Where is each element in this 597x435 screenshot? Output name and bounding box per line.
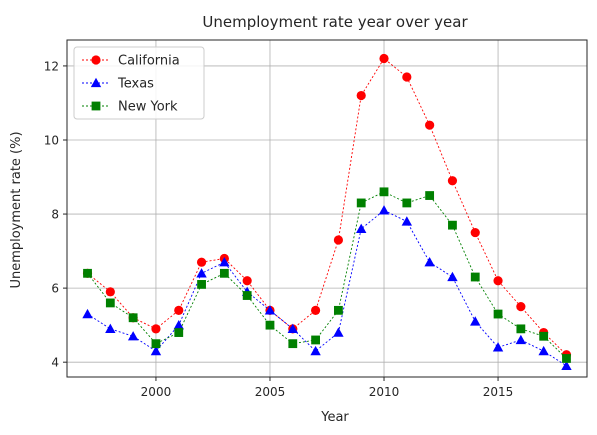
data-point-california xyxy=(151,324,161,334)
data-point-new-york xyxy=(128,313,138,323)
data-point-california xyxy=(242,276,252,286)
y-axis-label: Unemployment rate (%) xyxy=(9,131,24,288)
data-point-new-york xyxy=(470,272,480,282)
data-point-texas xyxy=(173,319,184,330)
legend-label-california: California xyxy=(118,54,180,69)
y-tick-label: 12 xyxy=(44,59,59,73)
legend-marker-california xyxy=(91,55,101,65)
series-line-texas xyxy=(87,209,567,367)
data-point-new-york xyxy=(265,320,275,330)
data-point-california xyxy=(493,276,503,286)
data-point-texas xyxy=(424,256,435,267)
data-point-texas xyxy=(150,345,162,356)
data-point-california xyxy=(174,305,184,315)
data-point-california xyxy=(196,257,207,267)
data-point-texas xyxy=(196,268,207,278)
data-point-new-york xyxy=(242,291,252,300)
series-line-california xyxy=(87,57,567,356)
data-point-california xyxy=(333,235,344,245)
data-point-texas xyxy=(401,216,413,226)
legend-marker-texas xyxy=(90,77,102,88)
data-point-new-york xyxy=(493,309,503,319)
data-point-new-york xyxy=(105,298,115,308)
data-point-texas xyxy=(333,327,344,337)
data-point-california xyxy=(447,176,458,186)
data-point-california xyxy=(402,72,412,82)
x-axis-label: Year xyxy=(320,410,349,425)
data-point-new-york xyxy=(425,191,435,200)
data-point-texas xyxy=(447,271,458,282)
data-point-texas xyxy=(356,223,367,234)
data-point-new-york xyxy=(219,268,229,278)
data-point-texas xyxy=(378,205,390,215)
data-point-new-york xyxy=(288,339,298,349)
series-line-new-york xyxy=(87,191,567,359)
data-point-texas xyxy=(492,342,504,352)
data-point-new-york xyxy=(83,268,92,278)
series-new-york xyxy=(83,187,571,363)
y-tick-label: 10 xyxy=(44,133,59,147)
series-texas xyxy=(82,205,572,371)
x-tick-label: 2010 xyxy=(369,385,400,399)
data-point-new-york xyxy=(151,339,161,349)
data-point-texas xyxy=(219,256,230,267)
data-point-texas xyxy=(82,308,93,319)
legend: California Texas New York xyxy=(73,46,205,120)
data-point-new-york xyxy=(562,354,571,363)
legend-box xyxy=(73,46,205,120)
y-tick-label: 8 xyxy=(51,208,59,222)
y-tick-label: 6 xyxy=(51,282,59,296)
data-point-texas xyxy=(561,360,572,371)
data-point-new-york xyxy=(174,328,184,337)
data-point-california xyxy=(470,227,480,238)
data-point-california xyxy=(425,120,435,130)
data-point-new-york xyxy=(539,331,549,341)
data-point-new-york xyxy=(356,198,366,208)
series-layer xyxy=(82,53,572,371)
data-point-new-york xyxy=(379,187,389,197)
data-point-new-york xyxy=(402,198,412,208)
legend-label-texas: Texas xyxy=(117,77,154,92)
chart-title: Unemployment rate year over year xyxy=(202,13,468,31)
data-point-california xyxy=(105,287,115,297)
data-point-california xyxy=(516,302,526,312)
data-point-texas xyxy=(105,323,116,334)
data-point-texas xyxy=(264,305,276,315)
data-point-texas xyxy=(538,345,549,356)
data-point-california xyxy=(379,53,389,64)
data-point-california xyxy=(356,90,366,101)
data-point-new-york xyxy=(197,280,206,289)
x-tick-label: 2005 xyxy=(255,385,286,399)
data-point-new-york xyxy=(334,305,343,315)
plot-frame xyxy=(66,39,588,378)
data-point-texas xyxy=(127,331,139,341)
data-point-texas xyxy=(310,345,321,356)
data-point-new-york xyxy=(311,335,320,345)
legend-label-new-york: New York xyxy=(118,100,178,115)
legend-marker-new-york xyxy=(91,101,101,111)
grid xyxy=(67,40,587,377)
y-tick-label: 4 xyxy=(51,356,59,370)
tick-labels: 2000 2005 2010 2015 4 6 8 10 12 xyxy=(44,59,514,399)
x-tick-label: 2000 xyxy=(141,385,172,399)
data-point-texas xyxy=(470,316,481,326)
data-point-texas xyxy=(287,323,298,334)
data-point-california xyxy=(310,305,321,315)
data-point-texas xyxy=(515,334,527,345)
x-tick-label: 2015 xyxy=(483,385,514,399)
data-point-new-york xyxy=(516,324,526,334)
data-point-new-york xyxy=(448,220,457,230)
